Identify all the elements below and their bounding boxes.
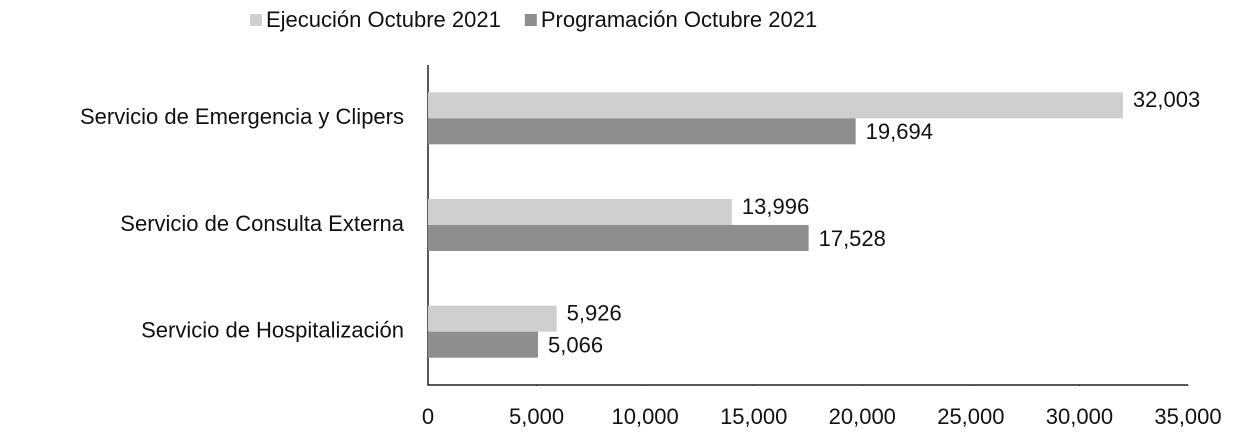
x-tick-label: 35,000 bbox=[1154, 404, 1221, 429]
legend-swatch bbox=[250, 14, 262, 26]
bar bbox=[428, 331, 539, 358]
x-tick-label: 0 bbox=[422, 404, 434, 429]
x-tick-label: 5,000 bbox=[509, 404, 564, 429]
bar bbox=[428, 118, 856, 145]
data-label: 19,694 bbox=[866, 119, 933, 144]
legend-label: Programación Octubre 2021 bbox=[541, 7, 817, 32]
bar bbox=[428, 92, 1123, 119]
x-tick-label: 30,000 bbox=[1046, 404, 1113, 429]
y-tick-label: Servicio de Hospitalización bbox=[141, 317, 404, 342]
x-tick-label: 20,000 bbox=[829, 404, 896, 429]
x-tick-label: 10,000 bbox=[611, 404, 678, 429]
data-label: 17,528 bbox=[819, 226, 886, 251]
legend-swatch bbox=[524, 14, 537, 26]
x-tick-label: 15,000 bbox=[720, 404, 787, 429]
data-label: 5,066 bbox=[548, 332, 603, 357]
data-label: 32,003 bbox=[1133, 87, 1200, 112]
data-label: 5,926 bbox=[567, 300, 622, 325]
x-tick-label: 25,000 bbox=[937, 404, 1004, 429]
bar bbox=[428, 199, 732, 225]
legend-label: Ejecución Octubre 2021 bbox=[266, 7, 501, 32]
bar bbox=[428, 225, 809, 251]
data-label: 13,996 bbox=[742, 194, 809, 219]
y-tick-label: Servicio de Emergencia y Clipers bbox=[80, 104, 404, 129]
bar bbox=[428, 305, 557, 332]
y-tick-label: Servicio de Consulta Externa bbox=[120, 211, 404, 236]
